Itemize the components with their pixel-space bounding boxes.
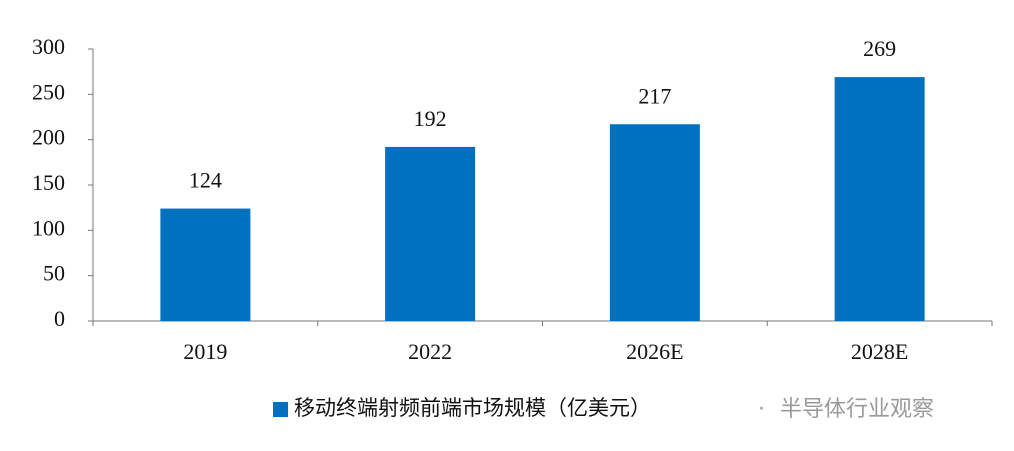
data-label: 192	[414, 106, 447, 131]
x-tick-label: 2019	[183, 339, 227, 364]
x-tick-label: 2028E	[851, 339, 908, 364]
bar	[609, 124, 700, 322]
legend-swatch	[273, 402, 288, 417]
y-tick-label: 50	[43, 261, 65, 286]
y-tick-label: 300	[32, 34, 65, 59]
watermark: 半导体行业观察	[780, 397, 934, 422]
bar	[385, 146, 476, 321]
bar	[834, 77, 925, 322]
watermark-dot: ·	[758, 397, 765, 422]
data-label: 124	[189, 168, 222, 193]
data-label: 217	[638, 83, 671, 108]
data-label: 269	[863, 36, 896, 61]
x-tick-label: 2026E	[626, 339, 683, 364]
y-tick-label: 250	[32, 79, 65, 104]
x-tick-label: 2022	[408, 339, 452, 364]
y-tick-label: 150	[32, 170, 65, 195]
y-tick-label: 100	[32, 215, 65, 240]
bar	[160, 208, 251, 321]
y-tick-label: 0	[54, 306, 65, 331]
legend-label: 移动终端射频前端市场规模（亿美元）	[294, 396, 651, 420]
y-tick-label: 200	[32, 125, 65, 150]
